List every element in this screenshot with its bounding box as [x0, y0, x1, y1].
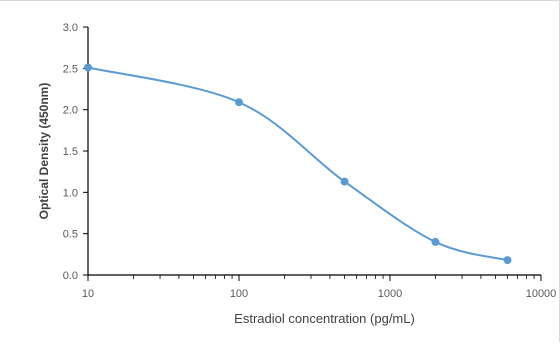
- ticks: 0.0 0.5 1.0 1.5 2.0 2.5 3.0 10 100 1000 10000: [63, 22, 557, 300]
- x-tick-label: 10000: [526, 288, 557, 300]
- x-axis-title: Estradiol concentration (pg/mL): [234, 311, 415, 326]
- x-tick-label: 100: [230, 288, 248, 300]
- x-tick-label: 10: [82, 288, 94, 300]
- data-point: [84, 63, 92, 72]
- y-tick-label: 3.0: [63, 22, 78, 34]
- series-line: [87, 66, 508, 262]
- data-point: [235, 98, 243, 107]
- series: [84, 63, 512, 265]
- axes: [87, 27, 541, 276]
- data-point: [431, 237, 440, 246]
- y-tick-label: 0.0: [63, 270, 78, 282]
- y-tick-label: 1.0: [63, 187, 78, 199]
- x-tick-label: 1000: [378, 288, 402, 300]
- data-point: [340, 177, 349, 186]
- y-tick-label: 2.0: [63, 105, 78, 117]
- data-point: [503, 256, 512, 265]
- y-tick-label: 2.5: [63, 63, 78, 75]
- y-axis-title: Optical Density (450nm): [37, 83, 51, 220]
- y-tick-label: 1.5: [63, 146, 78, 158]
- y-tick-label: 0.5: [63, 229, 78, 241]
